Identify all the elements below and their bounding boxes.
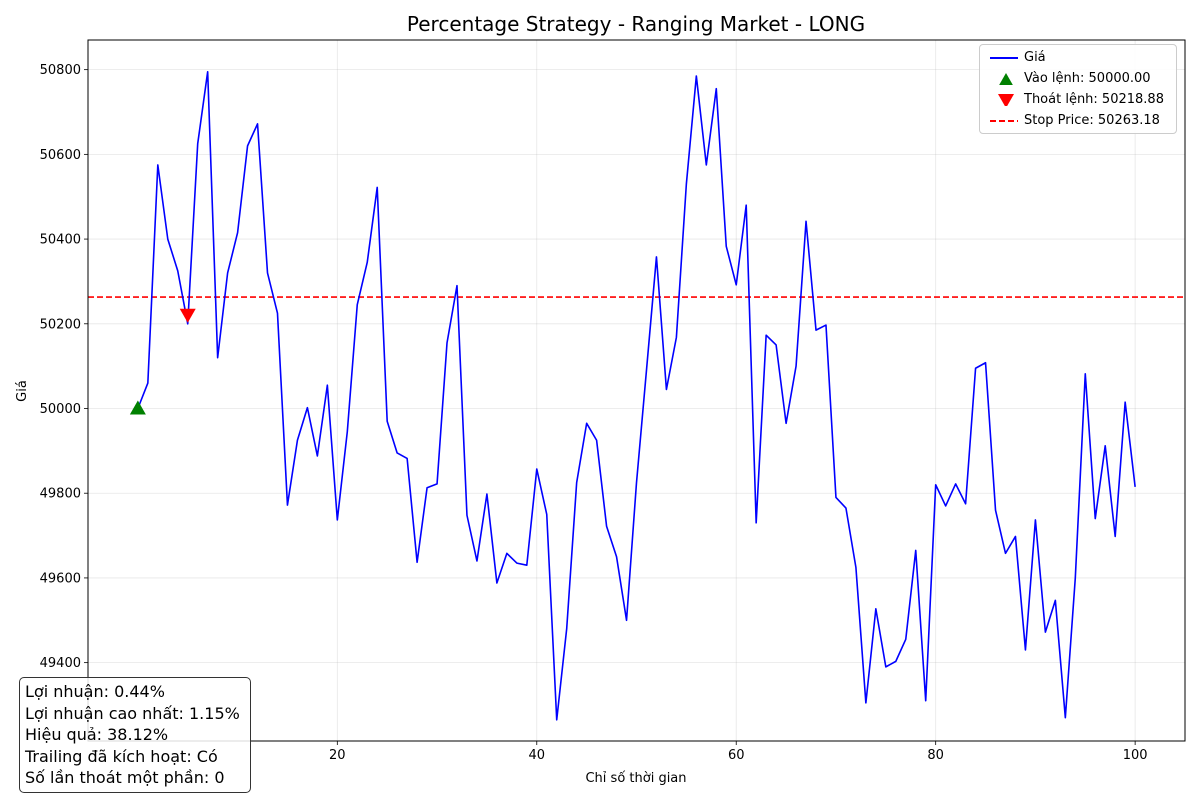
legend-label-entry: Vào lệnh: 50000.00 xyxy=(1024,71,1151,86)
legend-item-entry: Vào lệnh: 50000.00 xyxy=(980,69,1176,89)
y-tick-label: 50800 xyxy=(40,63,81,78)
trade-markers xyxy=(129,308,196,415)
y-tick-label: 50600 xyxy=(40,148,81,163)
axis-ticks: 20 40 60 80 100 49400 49600 49800 50000 50200 5040… xyxy=(40,63,1148,763)
exit-marker xyxy=(179,308,196,323)
y-tick-label: 49600 xyxy=(40,571,81,586)
legend-swatch-exit xyxy=(998,94,1014,106)
x-tick-label: 40 xyxy=(528,748,545,763)
legend-swatch-entry xyxy=(999,73,1013,85)
x-axis-label: Chỉ số thời gian xyxy=(585,771,686,786)
grid xyxy=(88,40,1185,741)
y-axis-label: Giá xyxy=(15,380,30,402)
legend-label-exit: Thoát lệnh: 50218.88 xyxy=(1024,92,1164,107)
stats-profit: Lợi nhuận: 0.44% xyxy=(25,682,165,701)
stats-max-profit: Lợi nhuận cao nhất: 1.15% xyxy=(25,703,240,723)
plot-lines xyxy=(88,70,1185,721)
stats-partial-exits: Số lần thoát một phần: 0 xyxy=(25,768,225,787)
legend-swatch-price xyxy=(990,57,1018,59)
legend-label-stop: Stop Price: 50263.18 xyxy=(1024,113,1160,128)
plot-frame xyxy=(87,39,1186,742)
x-tick-label: 80 xyxy=(927,748,944,763)
y-tick-label: 49400 xyxy=(40,656,81,671)
y-tick-label: 50000 xyxy=(40,402,81,417)
stats-efficiency: Hiệu quả: 38.12% xyxy=(25,725,169,744)
x-tick-label: 20 xyxy=(329,748,346,763)
stats-box: Lợi nhuận: 0.44% Lợi nhuận cao nhất: 1.1… xyxy=(19,677,251,793)
entry-marker xyxy=(129,400,146,415)
legend-label-price: Giá xyxy=(1024,50,1046,65)
y-tick-label: 50400 xyxy=(40,233,81,248)
x-tick-label: 100 xyxy=(1123,748,1148,763)
legend-swatch-stop xyxy=(990,120,1018,122)
legend-item-exit: Thoát lệnh: 50218.88 xyxy=(980,90,1176,110)
y-tick-label: 49800 xyxy=(40,487,81,502)
stats-trailing: Trailing đã kích hoạt: Có xyxy=(25,746,218,766)
price-series-line xyxy=(137,70,1136,721)
y-tick-label: 50200 xyxy=(40,317,81,332)
chart-title: Percentage Strategy - Ranging Market - L… xyxy=(407,12,865,36)
legend-item-price: Giá xyxy=(980,48,1176,68)
legend: Giá Vào lệnh: 50000.00 Thoát lệnh: 50218… xyxy=(979,44,1177,134)
legend-item-stop: Stop Price: 50263.18 xyxy=(980,111,1176,131)
x-tick-label: 60 xyxy=(728,748,745,763)
